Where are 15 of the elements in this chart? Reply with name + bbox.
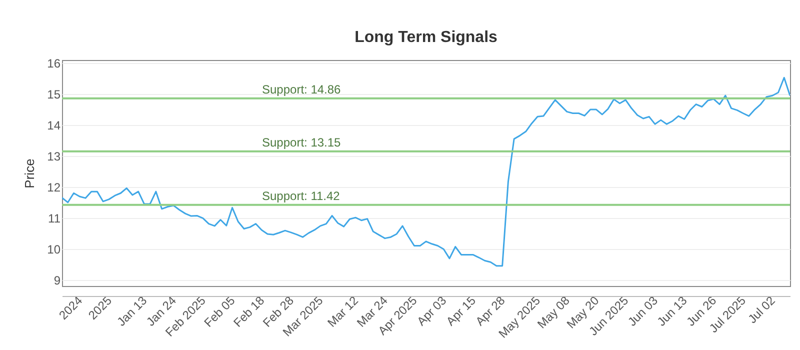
y-tick-label: 14: [47, 118, 61, 133]
y-tick-label: 16: [47, 56, 61, 71]
ref-line-label: Support: 13.15: [262, 135, 342, 150]
y-tick-label: 15: [47, 88, 61, 102]
y-tick-label: 13: [47, 149, 61, 164]
y-tick-label: 12: [47, 180, 61, 194]
ref-line-label: Support: 14.86: [262, 82, 342, 96]
y-tick-label: 9: [54, 273, 61, 288]
y-tick-label: 10: [47, 242, 61, 256]
x-tick-label: Jul 02: [745, 293, 778, 326]
line-series: [62, 76, 790, 267]
y-tick-label: 11: [48, 211, 61, 226]
ref-line-label: Support: 11.42: [262, 188, 340, 203]
chart-title: Long Term Signals: [354, 29, 498, 46]
y-axis-title: Price: [22, 158, 38, 188]
